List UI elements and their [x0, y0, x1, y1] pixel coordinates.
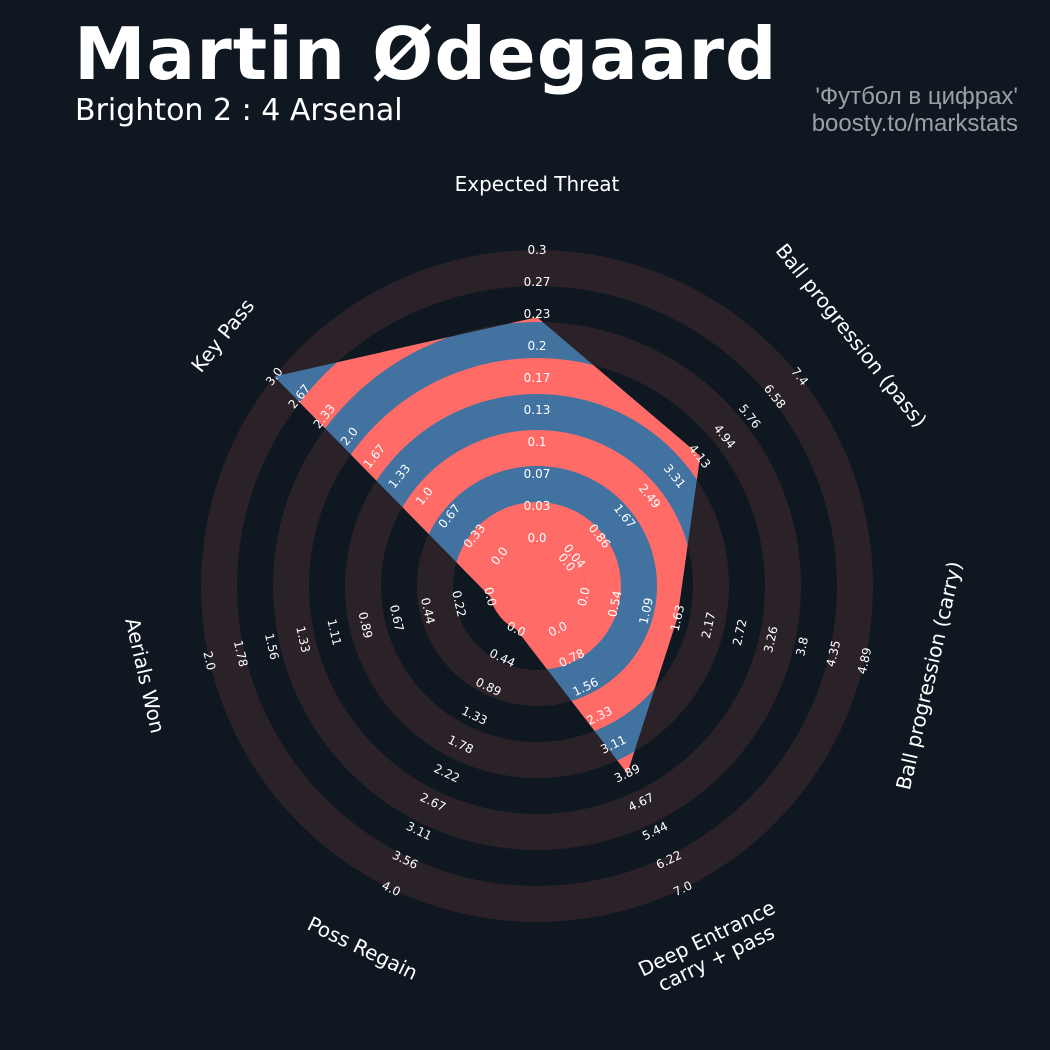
page-title: Martin Ødegaard — [74, 12, 778, 96]
radar-param-label-line: Ball progression (carry) — [891, 559, 967, 792]
radar-tick-label: 2.0 — [200, 650, 218, 672]
radar-tick-label: 1.11 — [324, 618, 344, 647]
radar-tick-label: 0.22 — [449, 589, 469, 618]
radar-center-disc — [489, 538, 585, 634]
radar-tick-label: 2.72 — [730, 618, 750, 647]
radar-tick-label: 0.54 — [605, 589, 625, 618]
radar-param-label: Ball progression (carry) — [891, 559, 967, 792]
radar-tick-label: 2.22 — [432, 761, 462, 785]
radar-param-label-line: Aerials Won — [120, 616, 170, 736]
radar-tick-label: 1.56 — [262, 632, 282, 661]
radar-tick-label: 0.17 — [524, 371, 551, 385]
match-subtitle: Brighton 2 : 4 Arsenal — [75, 93, 403, 128]
radar-tick-label: 0.3 — [527, 243, 546, 257]
radar-param-label: Expected Threat — [455, 172, 620, 196]
radar-tick-label: 1.33 — [293, 625, 313, 654]
radar-param-label: Aerials Won — [120, 616, 170, 736]
radar-tick-label: 3.8 — [793, 636, 811, 658]
radar-tick-label: 3.89 — [612, 761, 642, 785]
radar-tick-label: 0.0 — [575, 586, 593, 608]
radar-tick-label: 0.23 — [524, 307, 551, 321]
radar-tick-label: 0.07 — [524, 467, 551, 481]
radar-tick-label: 0.89 — [356, 611, 376, 640]
radar-param-label: Key Pass — [186, 294, 259, 377]
credit-url: boosty.to/markstats — [811, 110, 1018, 137]
radar-tick-label: 3.26 — [761, 625, 781, 654]
radar-param-label-line: Key Pass — [186, 294, 259, 377]
radar-tick-label: 4.35 — [824, 639, 844, 668]
radar-tick-label: 1.63 — [668, 603, 688, 632]
radar-param-label-line: Expected Threat — [455, 172, 620, 196]
radar-tick-label: 0.03 — [524, 499, 551, 513]
radar-param-label: Poss Regain — [304, 912, 422, 985]
radar-tick-label: 0.2 — [527, 339, 546, 353]
credit-line: 'Футбол в цифрах' — [815, 83, 1018, 110]
radar-tick-label: 0.27 — [524, 275, 551, 289]
radar-tick-label: 0.44 — [418, 596, 438, 625]
radar-tick-label: 0.1 — [527, 435, 546, 449]
radar-tick-label: 0.0 — [481, 586, 499, 608]
radar-tick-label: 4.89 — [855, 646, 875, 675]
radar-param-label-line: Poss Regain — [304, 912, 422, 985]
radar-tick-label: 0.13 — [524, 403, 551, 417]
radar-tick-label: 1.09 — [636, 596, 656, 625]
radar-tick-label: 0.0 — [527, 531, 546, 545]
radar-tick-label: 2.17 — [699, 611, 719, 640]
radar-tick-label: 0.67 — [387, 603, 407, 632]
radar-tick-label: 1.78 — [231, 639, 251, 668]
